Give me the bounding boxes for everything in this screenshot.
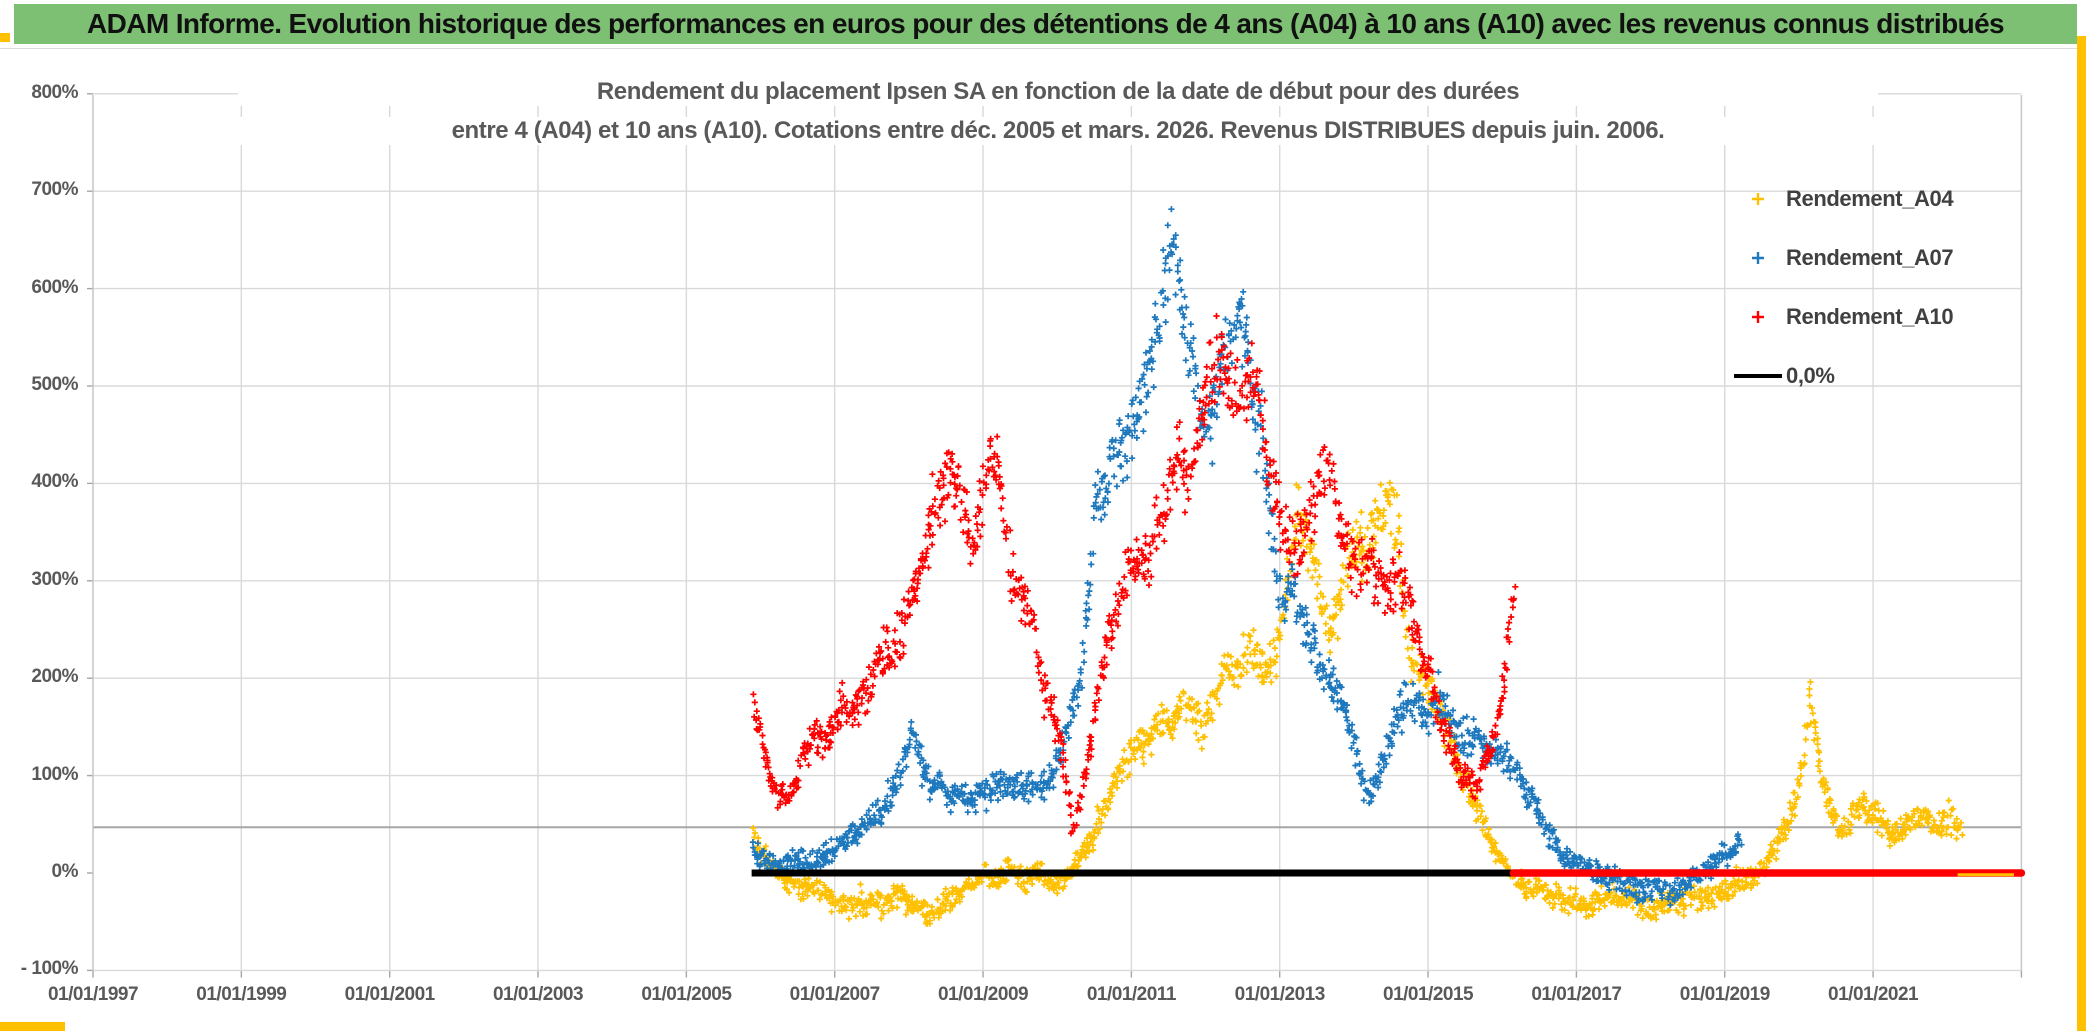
legend-label: Rendement_A10 [1786, 304, 1954, 329]
y-axis-label: 400% [31, 471, 78, 493]
x-axis-label: 01/01/2013 [1234, 984, 1326, 1005]
series-Rendement_A04 [750, 479, 1966, 927]
line-marker-icon [1730, 374, 1786, 378]
legend-label: Rendement_A07 [1786, 245, 1954, 270]
series-Rendement_A07 [749, 206, 1745, 909]
legend-item-0-0-[interactable]: 0,0% [1730, 359, 1835, 393]
y-axis-label: 500% [31, 374, 78, 395]
chart-title-line2: entre 4 (A04) et 10 ans (A10). Cotations… [238, 117, 1878, 145]
y-axis-label: 100% [31, 763, 78, 785]
y-axis-label: 200% [31, 666, 78, 688]
gold-frame-right [2077, 36, 2086, 1031]
chart-title-line1: Rendement du placement Ipsen SA en fonct… [238, 78, 1878, 106]
y-axis-label: 800% [31, 81, 78, 103]
plus-marker-icon [1730, 309, 1786, 325]
banner: ADAM Informe. Evolution historique des p… [14, 4, 2077, 44]
gold-frame-left-notch [0, 33, 10, 42]
x-axis-label: 01/01/1999 [196, 984, 287, 1005]
legend-item-rendement-a04[interactable]: Rendement_A04 [1730, 182, 1954, 216]
x-axis-label: 01/01/2021 [1828, 984, 1919, 1005]
plus-marker-icon [1730, 191, 1786, 207]
x-axis-label: 01/01/2003 [492, 984, 584, 1005]
y-axis-label: 700% [31, 179, 78, 201]
x-axis-label: 01/01/2017 [1531, 984, 1622, 1005]
x-axis-label: 01/01/2005 [641, 984, 732, 1005]
x-axis-label: 01/01/2001 [344, 984, 436, 1005]
x-axis-label: 01/01/2007 [789, 984, 881, 1005]
plus-marker-icon [1730, 250, 1786, 266]
y-axis-label: - 100% [20, 958, 79, 980]
y-axis-label: 300% [31, 568, 78, 590]
y-axis-label: 600% [31, 276, 78, 298]
x-axis-label: 01/01/2015 [1383, 984, 1474, 1005]
x-axis-label: 01/01/2019 [1679, 984, 1771, 1005]
y-axis-label: 0% [51, 861, 79, 882]
series-Rendement_A10 [750, 312, 1519, 837]
legend-label: Rendement_A04 [1786, 186, 1954, 211]
gold-frame-bottom-left [0, 1022, 65, 1031]
x-axis-label: 01/01/2011 [1086, 984, 1177, 1005]
banner-title: ADAM Informe. Evolution historique des p… [86, 8, 2005, 39]
x-axis-label: 01/01/2009 [937, 984, 1029, 1005]
legend-label: 0,0% [1786, 363, 1835, 388]
banner-divider [0, 48, 2086, 49]
x-axis-label: 01/01/1997 [47, 984, 139, 1005]
legend-item-rendement-a07[interactable]: Rendement_A07 [1730, 241, 1954, 275]
legend-item-rendement-a10[interactable]: Rendement_A10 [1730, 300, 1954, 334]
